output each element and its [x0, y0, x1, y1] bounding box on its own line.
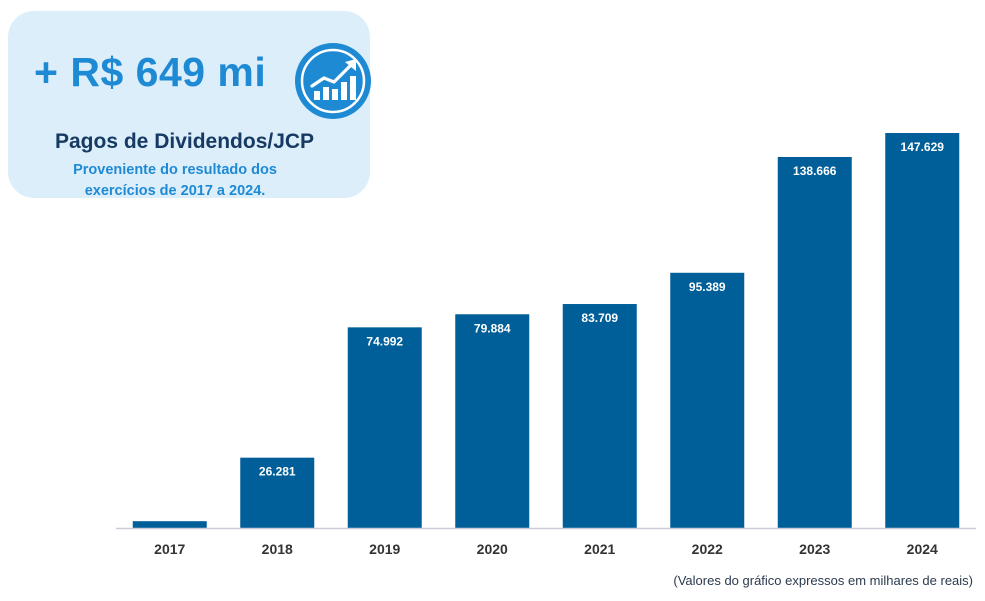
data-label-2023: 138.666	[793, 164, 837, 178]
x-tick-2024: 2024	[907, 541, 938, 557]
bar-2018	[240, 457, 315, 528]
x-tick-2019: 2019	[369, 541, 400, 557]
x-tick-2017: 2017	[154, 541, 185, 557]
data-label-2019: 74.992	[366, 334, 403, 348]
box-subtitle: Proveniente do resultado dos exercícios …	[73, 162, 277, 199]
x-tick-2022: 2022	[692, 541, 723, 557]
box-title: Pagos de Dividendos/JCP	[55, 130, 315, 153]
trending-up-icon	[295, 43, 371, 119]
x-tick-2023: 2023	[799, 541, 830, 557]
bar-2017	[132, 521, 207, 528]
x-tick-2020: 2020	[477, 541, 508, 557]
dividend-total-amount: + R$ 649 mi	[34, 49, 267, 95]
bar-2022	[670, 272, 745, 528]
data-label-2017: 2.551	[155, 528, 185, 542]
bar-2024	[885, 133, 960, 528]
data-label-2018: 26.281	[259, 465, 296, 479]
data-label-2022: 95.389	[689, 280, 726, 294]
x-tick-2018: 2018	[262, 541, 293, 557]
bar-2019	[347, 327, 422, 528]
bar-2023	[777, 156, 852, 529]
bar-2020	[455, 314, 530, 528]
data-label-2024: 147.629	[901, 140, 945, 154]
chart-unit-note: (Valores do gráfico expressos em milhare…	[673, 573, 973, 588]
data-label-2021: 83.709	[581, 311, 618, 325]
bar-2021	[562, 304, 637, 528]
data-label-2020: 79.884	[474, 321, 511, 335]
highlight-box: + R$ 649 mi Pagos de Dividendos/JCP Prov…	[8, 11, 371, 199]
x-tick-2021: 2021	[584, 541, 615, 557]
